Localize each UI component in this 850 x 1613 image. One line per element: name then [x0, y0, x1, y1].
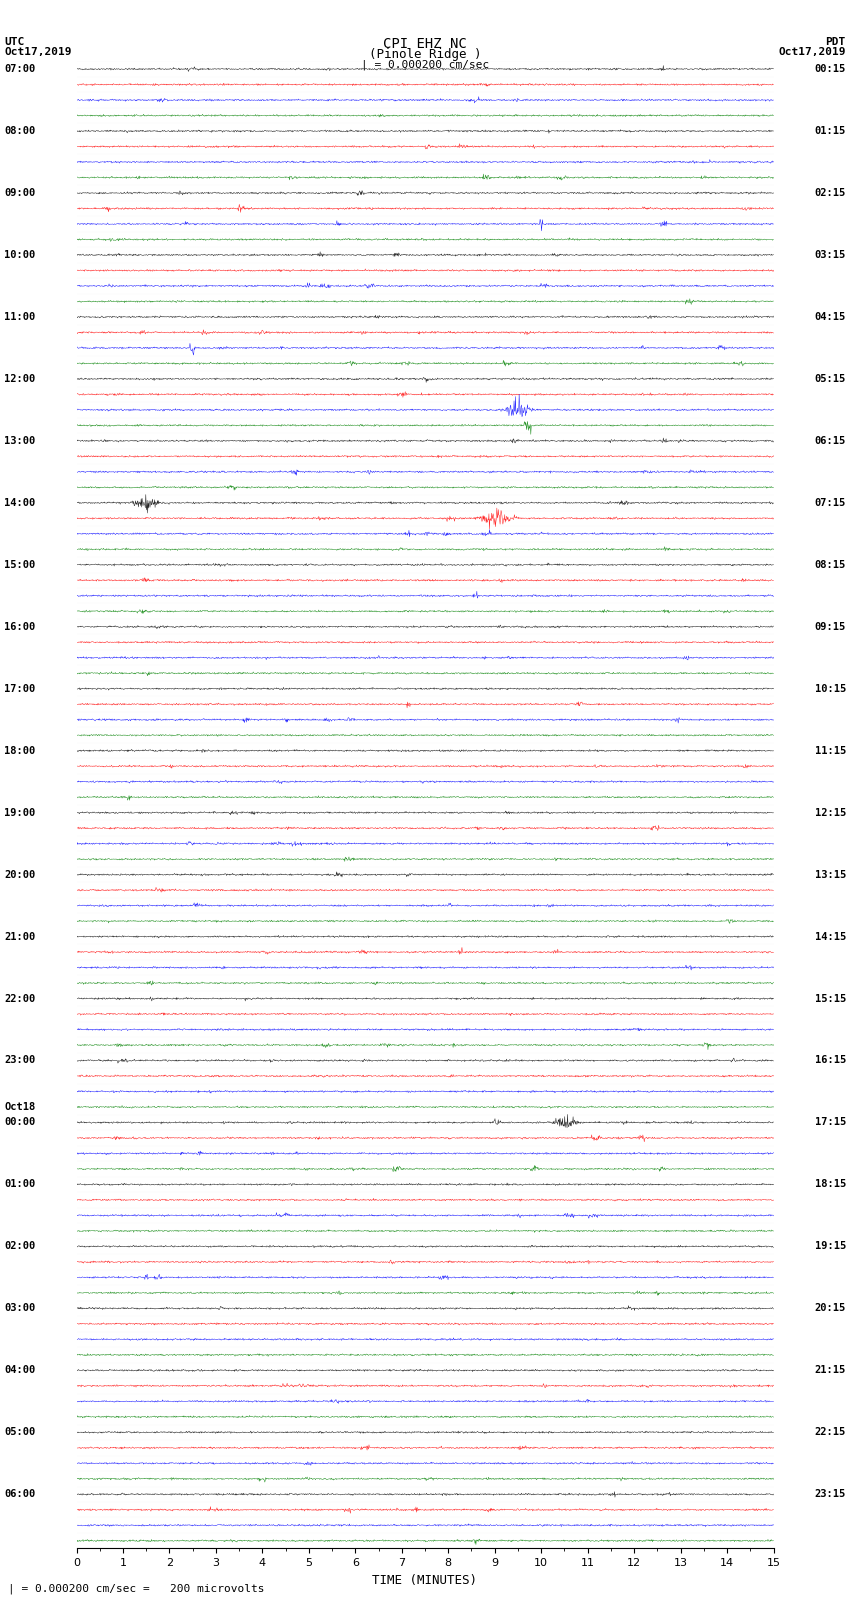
Text: 00:00: 00:00 [4, 1118, 36, 1127]
Text: 17:15: 17:15 [814, 1118, 846, 1127]
Text: Oct18: Oct18 [4, 1102, 36, 1111]
Text: 20:00: 20:00 [4, 869, 36, 879]
Text: Oct17,2019: Oct17,2019 [779, 47, 846, 56]
Text: 12:15: 12:15 [814, 808, 846, 818]
Text: 15:15: 15:15 [814, 994, 846, 1003]
Text: Oct17,2019: Oct17,2019 [4, 47, 71, 56]
Text: 15:00: 15:00 [4, 560, 36, 569]
Text: 12:00: 12:00 [4, 374, 36, 384]
Text: 09:00: 09:00 [4, 189, 36, 198]
Text: 05:00: 05:00 [4, 1428, 36, 1437]
Text: 01:00: 01:00 [4, 1179, 36, 1189]
Text: 18:00: 18:00 [4, 745, 36, 755]
Text: 11:15: 11:15 [814, 745, 846, 755]
Text: 01:15: 01:15 [814, 126, 846, 135]
Text: 02:00: 02:00 [4, 1242, 36, 1252]
Text: 17:00: 17:00 [4, 684, 36, 694]
Text: 14:15: 14:15 [814, 932, 846, 942]
Text: 08:15: 08:15 [814, 560, 846, 569]
Text: 10:00: 10:00 [4, 250, 36, 260]
Text: 04:15: 04:15 [814, 311, 846, 323]
Text: (Pinole Ridge ): (Pinole Ridge ) [369, 48, 481, 61]
Text: 23:15: 23:15 [814, 1489, 846, 1498]
Text: 13:15: 13:15 [814, 869, 846, 879]
Text: UTC: UTC [4, 37, 25, 47]
Text: 06:15: 06:15 [814, 436, 846, 445]
Text: 03:15: 03:15 [814, 250, 846, 260]
X-axis label: TIME (MINUTES): TIME (MINUTES) [372, 1574, 478, 1587]
Text: 13:00: 13:00 [4, 436, 36, 445]
Text: PDT: PDT [825, 37, 846, 47]
Text: 21:15: 21:15 [814, 1365, 846, 1376]
Text: 03:00: 03:00 [4, 1303, 36, 1313]
Text: 10:15: 10:15 [814, 684, 846, 694]
Text: 00:15: 00:15 [814, 65, 846, 74]
Text: 18:15: 18:15 [814, 1179, 846, 1189]
Text: 02:15: 02:15 [814, 189, 846, 198]
Text: 23:00: 23:00 [4, 1055, 36, 1066]
Text: 07:15: 07:15 [814, 498, 846, 508]
Text: 19:15: 19:15 [814, 1242, 846, 1252]
Text: CPI EHZ NC: CPI EHZ NC [383, 37, 467, 52]
Text: 22:15: 22:15 [814, 1428, 846, 1437]
Text: 05:15: 05:15 [814, 374, 846, 384]
Text: 09:15: 09:15 [814, 621, 846, 632]
Text: 21:00: 21:00 [4, 932, 36, 942]
Text: 22:00: 22:00 [4, 994, 36, 1003]
Text: | = 0.000200 cm/sec: | = 0.000200 cm/sec [361, 60, 489, 71]
Text: 16:00: 16:00 [4, 621, 36, 632]
Text: 19:00: 19:00 [4, 808, 36, 818]
Text: 04:00: 04:00 [4, 1365, 36, 1376]
Text: | = 0.000200 cm/sec =   200 microvolts: | = 0.000200 cm/sec = 200 microvolts [8, 1582, 265, 1594]
Text: 20:15: 20:15 [814, 1303, 846, 1313]
Text: 07:00: 07:00 [4, 65, 36, 74]
Text: 11:00: 11:00 [4, 311, 36, 323]
Text: 08:00: 08:00 [4, 126, 36, 135]
Text: 06:00: 06:00 [4, 1489, 36, 1498]
Text: 16:15: 16:15 [814, 1055, 846, 1066]
Text: 14:00: 14:00 [4, 498, 36, 508]
